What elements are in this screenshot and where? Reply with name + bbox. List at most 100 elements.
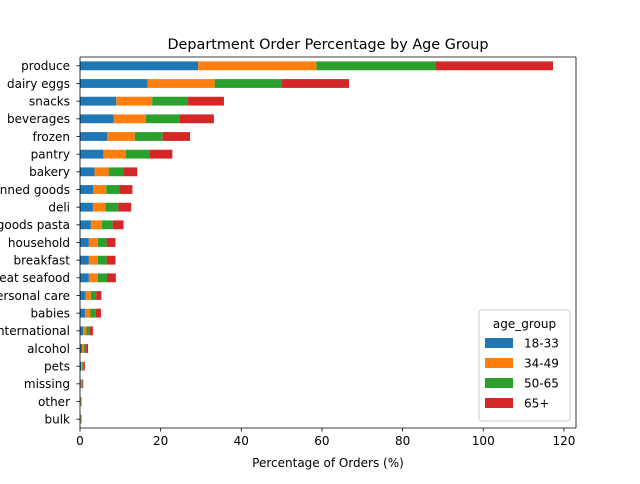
x-tick-label: 40	[234, 434, 249, 448]
bar-household-34-49	[89, 238, 98, 247]
x-tick-label: 100	[472, 434, 495, 448]
bar-alcohol-65	[86, 344, 88, 353]
bar-frozen-18-33	[80, 132, 107, 141]
bar-dry-goods-pasta-50-65	[102, 220, 113, 229]
bar-bakery-18-33	[80, 167, 95, 176]
bar-meat-seafood-18-33	[80, 273, 89, 282]
bar-snacks-18-33	[80, 97, 116, 106]
bar-pantry-34-49	[103, 150, 126, 159]
bar-snacks-34-49	[116, 97, 152, 106]
y-tick-label-canned-goods: canned goods	[0, 183, 70, 197]
y-tick-label-babies: babies	[30, 306, 70, 320]
x-tick-label: 20	[153, 434, 168, 448]
bar-frozen-50-65	[135, 132, 163, 141]
bar-household-50-65	[98, 238, 107, 247]
y-tick-label-pantry: pantry	[31, 147, 70, 161]
y-tick-label-missing: missing	[24, 377, 70, 391]
bar-beverages-34-49	[113, 114, 145, 123]
bar-meat-seafood-50-65	[98, 273, 107, 282]
bar-pets-50-65	[82, 362, 83, 371]
bar-pantry-18-33	[80, 150, 103, 159]
bar-alcohol-50-65	[84, 344, 86, 353]
bar-international-34-49	[83, 326, 86, 335]
x-axis-label: Percentage of Orders (%)	[252, 456, 404, 470]
bar-deli-18-33	[80, 203, 93, 212]
bar-babies-65	[96, 309, 101, 318]
y-tick-label-other: other	[38, 395, 70, 409]
y-tick-label-breakfast: breakfast	[13, 253, 70, 267]
bar-pantry-65	[149, 150, 172, 159]
bar-household-65	[107, 238, 116, 247]
legend-label-65: 65+	[524, 397, 549, 411]
bar-dairy-eggs-18-33	[80, 79, 148, 88]
bar-dry-goods-pasta-18-33	[80, 220, 91, 229]
bar-bakery-65	[123, 167, 137, 176]
legend-swatch-18-33	[485, 338, 513, 348]
bar-missing-34-49	[81, 379, 82, 388]
legend-swatch-50-65	[485, 378, 513, 388]
y-tick-label-deli: deli	[48, 200, 70, 214]
bar-breakfast-34-49	[89, 256, 98, 265]
y-tick-label-produce: produce	[21, 59, 70, 73]
y-tick-label-dry-goods-pasta: dry goods pasta	[0, 218, 70, 232]
bar-meat-seafood-34-49	[89, 273, 98, 282]
bar-deli-65	[118, 203, 131, 212]
bar-canned-goods-34-49	[93, 185, 106, 194]
y-tick-label-personal-care: personal care	[0, 289, 70, 303]
bar-international-65	[90, 326, 93, 335]
bar-frozen-65	[163, 132, 190, 141]
y-tick-label-meat-seafood: meat seafood	[0, 271, 70, 285]
bar-breakfast-18-33	[80, 256, 89, 265]
bar-canned-goods-50-65	[106, 185, 119, 194]
x-tick-label: 80	[395, 434, 410, 448]
bar-missing-50-65	[82, 379, 83, 388]
legend-label-18-33: 18-33	[524, 337, 559, 351]
bar-international-50-65	[86, 326, 89, 335]
bar-dairy-eggs-34-49	[148, 79, 215, 88]
bar-canned-goods-18-33	[80, 185, 93, 194]
bar-international-18-33	[80, 326, 83, 335]
y-tick-label-household: household	[8, 236, 70, 250]
y-tick-label-frozen: frozen	[32, 130, 70, 144]
y-tick-label-bulk: bulk	[44, 412, 70, 426]
bar-babies-50-65	[90, 309, 95, 318]
bar-dairy-eggs-50-65	[215, 79, 282, 88]
y-tick-label-bakery: bakery	[29, 165, 70, 179]
bar-frozen-34-49	[107, 132, 135, 141]
y-tick-label-international: international	[0, 324, 70, 338]
chart-title: Department Order Percentage by Age Group	[167, 37, 488, 53]
bar-canned-goods-65	[120, 185, 133, 194]
bar-babies-18-33	[80, 309, 85, 318]
bar-beverages-65	[180, 114, 214, 123]
legend-swatch-65	[485, 398, 513, 408]
bar-personal-care-18-33	[80, 291, 86, 300]
bar-produce-65	[435, 61, 553, 70]
legend: age_group 18-33 34-49 50-65 65+	[479, 310, 570, 421]
bar-snacks-65	[188, 97, 224, 106]
bar-dairy-eggs-65	[282, 79, 349, 88]
bar-dry-goods-pasta-65	[113, 220, 124, 229]
bar-personal-care-65	[96, 291, 101, 300]
bar-beverages-18-33	[80, 114, 113, 123]
y-tick-label-snacks: snacks	[29, 94, 70, 108]
bar-bakery-34-49	[95, 167, 109, 176]
bar-alcohol-34-49	[82, 344, 84, 353]
legend-swatch-34-49	[485, 358, 513, 368]
x-tick-label: 60	[314, 434, 329, 448]
bar-dry-goods-pasta-34-49	[91, 220, 102, 229]
bar-bakery-50-65	[109, 167, 124, 176]
y-tick-label-alcohol: alcohol	[27, 342, 70, 356]
bar-breakfast-50-65	[98, 256, 107, 265]
legend-title: age_group	[493, 317, 556, 331]
legend-label-50-65: 50-65	[524, 377, 559, 391]
bar-babies-34-49	[85, 309, 90, 318]
bar-produce-34-49	[198, 61, 316, 70]
bar-missing-65	[82, 379, 83, 388]
bar-pets-34-49	[81, 362, 82, 371]
legend-label-34-49: 34-49	[524, 357, 559, 371]
bar-pets-65	[84, 362, 85, 371]
bar-personal-care-50-65	[91, 291, 96, 300]
bar-pantry-50-65	[126, 150, 149, 159]
